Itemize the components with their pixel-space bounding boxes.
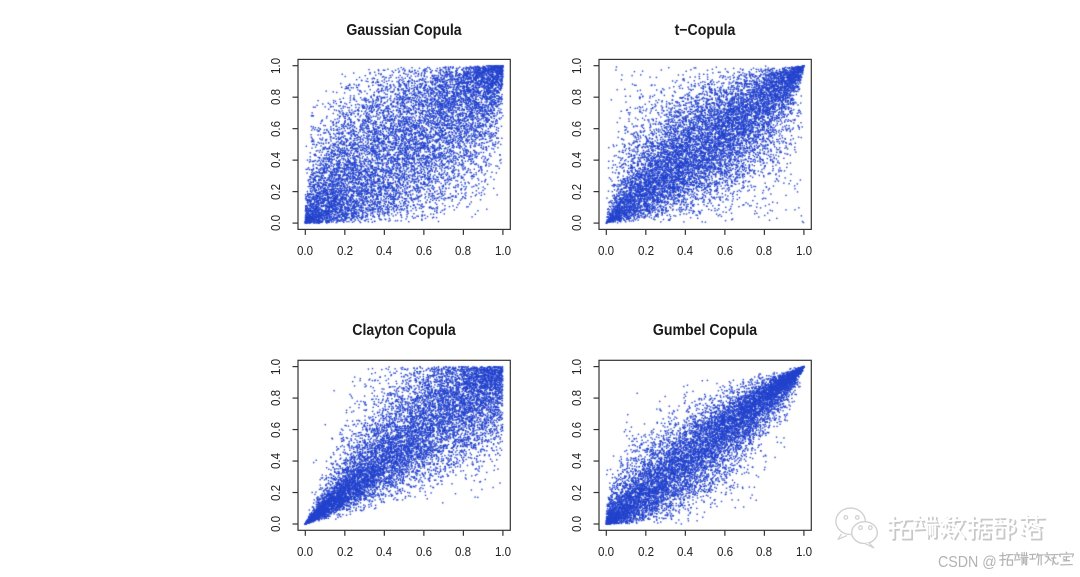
svg-text:CSDN @: CSDN @ [938,554,997,571]
